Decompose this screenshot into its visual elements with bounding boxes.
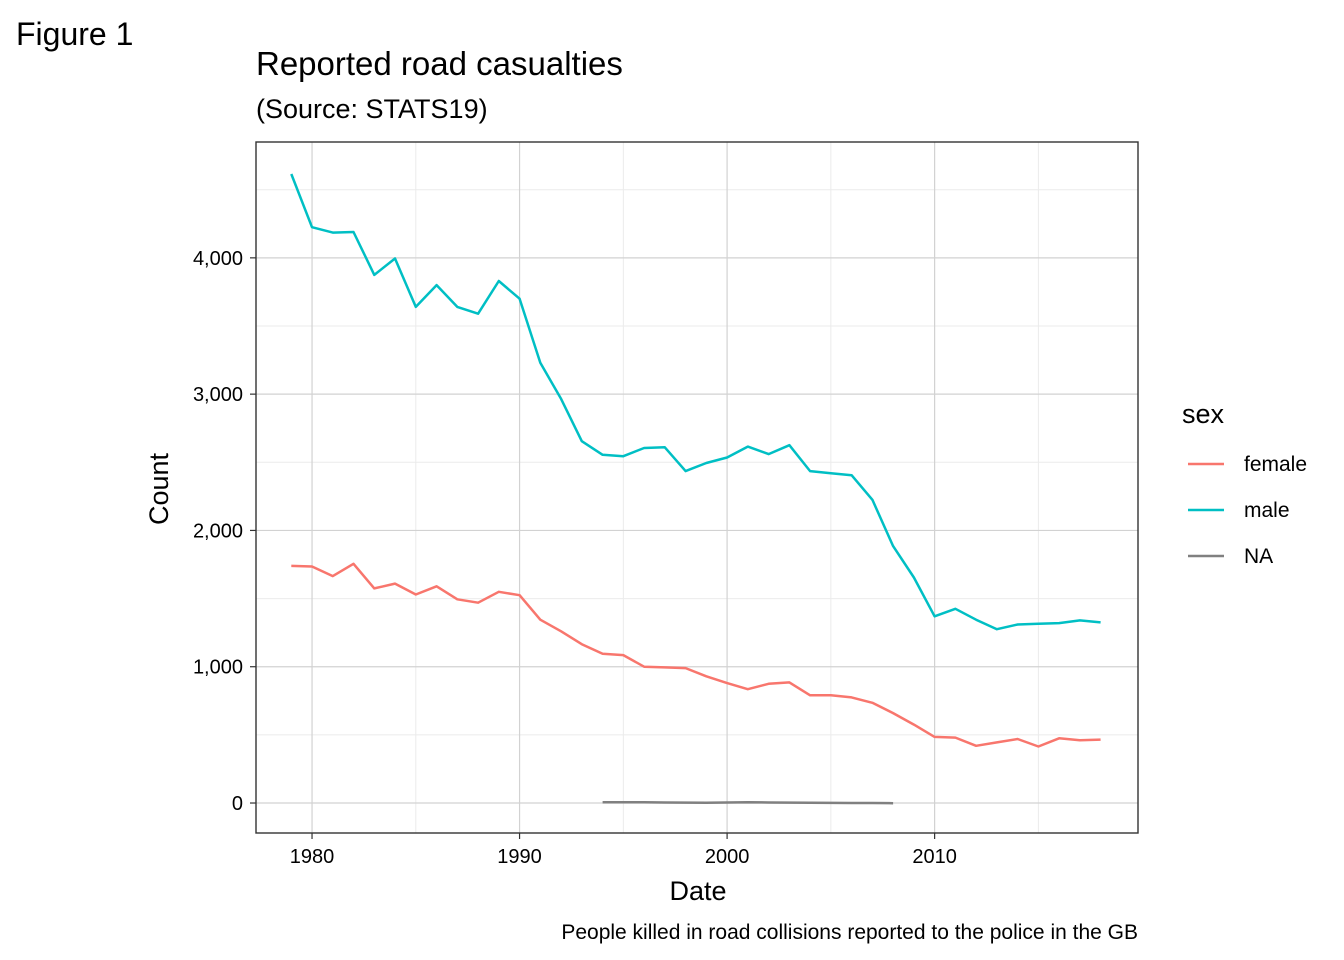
y-tick-label: 2,000	[193, 520, 243, 542]
y-tick-label: 3,000	[193, 384, 243, 406]
chart-caption: People killed in road collisions reporte…	[561, 921, 1138, 944]
x-axis-ticks: 1980 1990 2000 2010	[290, 833, 957, 868]
y-tick-label: 0	[232, 793, 243, 815]
legend-label: female	[1244, 453, 1307, 476]
legend: female male NA	[1188, 453, 1307, 568]
x-tick-label: 1990	[497, 846, 542, 868]
chart-title: Reported road casualties	[256, 45, 623, 82]
grid-major	[256, 142, 1138, 833]
series-line-male	[290, 173, 1101, 631]
series-line-female	[291, 562, 1101, 748]
y-tick-label: 4,000	[193, 248, 243, 270]
y-axis-title: Count	[144, 452, 174, 525]
legend-label: NA	[1244, 545, 1273, 568]
legend-title: sex	[1182, 399, 1225, 429]
panel-border	[255, 141, 1139, 834]
series-line-na	[602, 800, 894, 805]
legend-label: male	[1244, 499, 1290, 522]
x-axis-title: Date	[669, 876, 726, 906]
y-axis-ticks: 0 1,000 2,000 3,000 4,000	[193, 248, 256, 815]
series-lines	[290, 173, 1101, 805]
y-tick-label: 1,000	[193, 657, 243, 679]
figure-label: Figure 1	[16, 16, 133, 52]
x-tick-label: 2000	[705, 846, 750, 868]
chart-subtitle: (Source: STATS19)	[256, 94, 488, 124]
x-tick-label: 1980	[290, 846, 335, 868]
grid-minor	[256, 142, 1138, 833]
x-tick-label: 2010	[912, 846, 957, 868]
